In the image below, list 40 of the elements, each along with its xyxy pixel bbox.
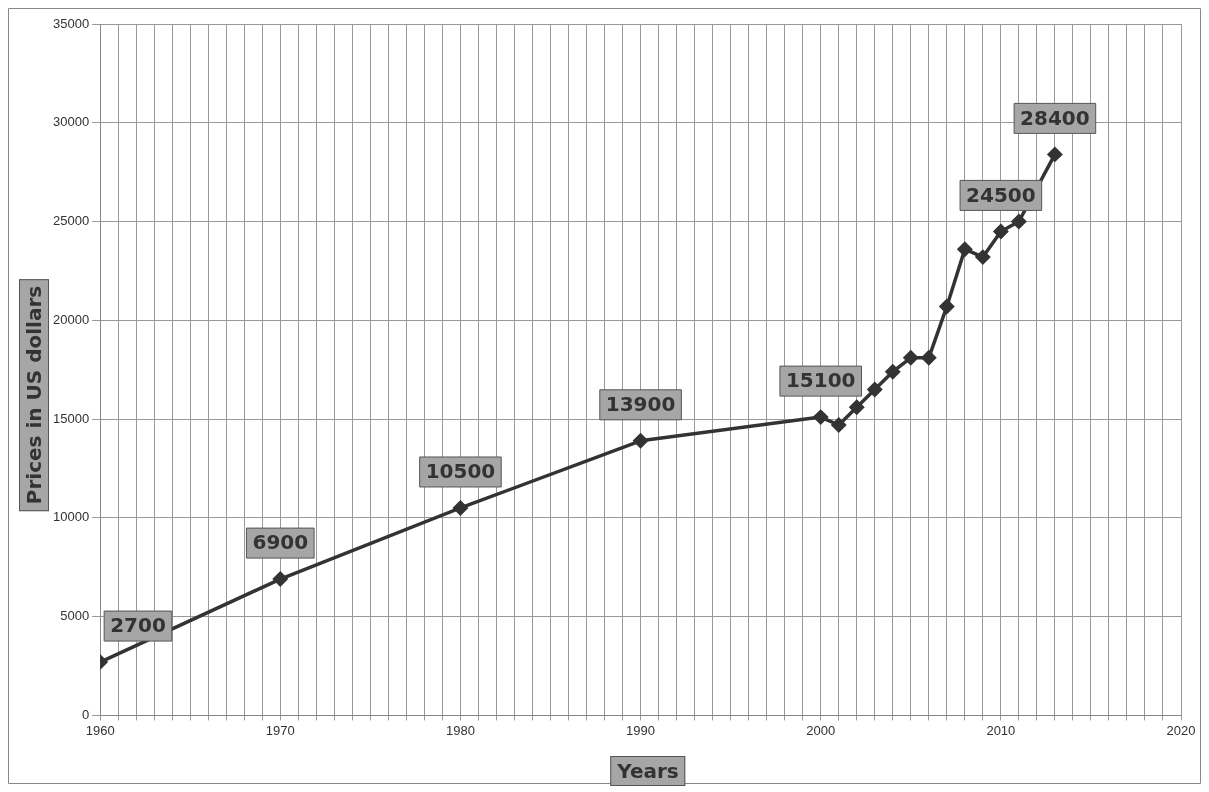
point [813, 409, 828, 425]
x-axis-title: Years [610, 756, 686, 786]
point [1011, 214, 1027, 229]
data-label: 24500 [966, 182, 1036, 207]
y-axis-title: Prices in US dollars [19, 278, 49, 512]
y-tick-label: 25000 [52, 213, 90, 229]
x-tick-label: 1960 [85, 722, 115, 738]
point [831, 417, 846, 433]
data-label: 15100 [785, 368, 856, 393]
point [921, 350, 937, 366]
data-label: 13900 [605, 392, 676, 417]
x-tick-label: 1990 [626, 722, 656, 738]
point [957, 241, 973, 257]
data-label: 2700 [110, 613, 166, 638]
point [975, 249, 991, 265]
data-label: 10500 [425, 459, 496, 484]
x-tick-label: 2000 [806, 722, 836, 738]
y-tick-label: 15000 [52, 410, 90, 426]
y-tick-label: 35000 [52, 15, 90, 31]
point [453, 500, 468, 516]
point [867, 382, 883, 397]
point [993, 224, 1009, 239]
x-tick-label: 2020 [1166, 722, 1196, 738]
y-tick-label: 10000 [52, 509, 90, 525]
point [939, 299, 955, 314]
y-tick-label: 5000 [60, 608, 90, 624]
point [849, 399, 864, 415]
point [903, 350, 919, 366]
data-label: 6900 [252, 530, 309, 555]
x-tick-label: 1980 [445, 722, 475, 738]
x-tick-label: 1970 [265, 722, 295, 738]
y-tick-label: 30000 [52, 114, 90, 130]
point [885, 364, 901, 379]
point [633, 433, 648, 449]
data-label: 28400 [1020, 105, 1090, 130]
point [273, 571, 288, 587]
y-tick-label: 20000 [52, 311, 90, 327]
x-tick-label: 2010 [986, 722, 1016, 738]
point [1047, 147, 1063, 162]
y-tick-label: 0 [81, 706, 90, 722]
